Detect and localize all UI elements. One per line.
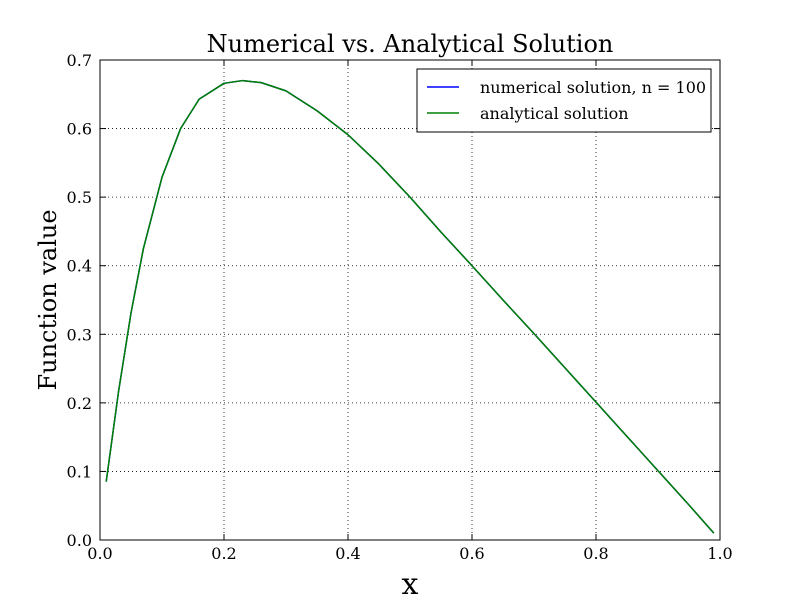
legend-box — [416, 68, 712, 133]
y-tick-label: 0.5 — [67, 188, 92, 207]
y-tick-label: 0.2 — [67, 394, 92, 413]
y-tick-label: 0.3 — [67, 325, 92, 344]
series-lines — [105, 79, 715, 534]
y-tick-label: 0.4 — [67, 257, 92, 276]
plot-frame — [99, 59, 721, 541]
y-tick-label: 0.6 — [67, 120, 92, 139]
x-tick-label: 0.2 — [211, 544, 236, 563]
x-tick-label: 0.8 — [583, 544, 608, 563]
y-tick-label: 0.7 — [67, 51, 92, 70]
x-axis-label: x — [402, 567, 419, 600]
y-tick-label: 0.1 — [67, 462, 92, 481]
x-tick-label: 1.0 — [707, 544, 732, 563]
x-tick-label: 0.6 — [459, 544, 484, 563]
legend-label-1: analytical solution — [480, 104, 629, 123]
y-axis-label: Function value — [34, 209, 62, 390]
x-tick-label: 0.4 — [335, 544, 360, 563]
legend-label-0: numerical solution, n = 100 — [480, 78, 706, 97]
legend: numerical solution, n = 100 analytical so… — [416, 68, 712, 133]
y-tick-label: 0.0 — [67, 531, 92, 550]
axis-ticks: 0.0 0.2 0.4 0.6 0.8 1.0 0.0 0.1 0.2 0.3 0.4 0.5 0.6 0… — [67, 51, 733, 563]
chart-title: Numerical vs. Analytical Solution — [207, 30, 614, 58]
x-tick-label: 0.0 — [87, 544, 112, 563]
series-line-1 — [105, 79, 715, 534]
